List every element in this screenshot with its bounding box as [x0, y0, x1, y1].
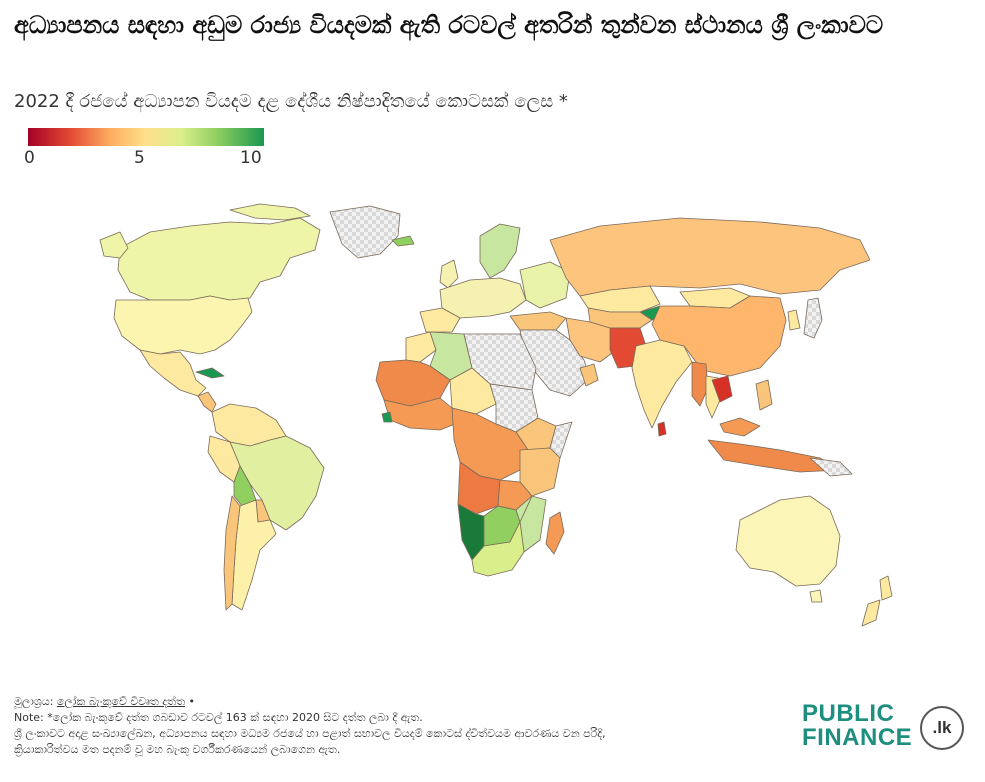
color-legend: 0 5 10 [14, 124, 274, 176]
logo-badge-icon: .lk [920, 706, 964, 750]
region-iberia [419, 307, 461, 333]
world-map [80, 200, 920, 640]
region-uk [439, 259, 459, 289]
note-line-2: ශ්‍රී ලංකාවට අදාළ සංඛ්‍යාලේඛන, අධ්‍යාපනය… [14, 727, 606, 740]
source-label: මූලාශ්‍රය: [14, 695, 54, 708]
region-scandinavia [479, 223, 521, 279]
region-china [651, 295, 787, 377]
region-south-africa [471, 521, 525, 577]
region-malaysia [719, 417, 761, 437]
region-west-africa-sahel [375, 359, 451, 407]
region-madagascar [545, 511, 565, 555]
region-usa [113, 295, 253, 355]
logo-line-1: PUBLIC [802, 700, 895, 727]
region-western-europe [439, 277, 527, 319]
footer-notes: මූලාශ්‍රය: ලෝක බැංකුවේ විවෘත දත්ත • Note… [14, 694, 784, 758]
region-india [631, 339, 693, 429]
region-australia [735, 495, 841, 587]
region-turkey [509, 311, 567, 331]
logo-wordmark: PUBLIC FINANCE [802, 702, 912, 750]
publicfinance-logo: PUBLIC FINANCE .lk [802, 702, 972, 762]
region-cuba [195, 367, 225, 379]
region-tasmania [809, 589, 823, 603]
region-sri-lanka [657, 421, 667, 437]
logo-line-2: FINANCE [802, 724, 913, 751]
region-chile [223, 495, 241, 611]
region-brazil [229, 435, 325, 531]
region-alaska [99, 231, 129, 259]
region-oman [579, 363, 599, 387]
region-zimbabwe [515, 495, 533, 523]
region-new-zealand-south [861, 599, 881, 627]
region-papua [809, 457, 853, 477]
region-iceland [391, 235, 415, 247]
region-iran [565, 317, 617, 363]
region-central-america [197, 391, 217, 413]
chart-subtitle: 2022 දී රජයේ අධ්‍යාපන වියදම දළ දේශීය නිෂ… [14, 91, 568, 112]
world-map-svg [99, 203, 893, 627]
source-suffix: • [188, 695, 196, 708]
region-korea [787, 309, 801, 331]
region-canada-arctic [229, 203, 311, 221]
note-line-1: Note: *ලෝක බැංකුවේ දත්ත ගබඩාව රටවල් 163 … [14, 711, 423, 724]
region-gulf-of-guinea [383, 397, 461, 431]
chart-title: අධ්‍යාපනය සඳහා අඩුම රාජ්‍ය වියදමක් ඇති ර… [14, 11, 884, 39]
region-morocco [405, 331, 437, 363]
region-cambodia [711, 375, 733, 403]
region-guinea-green [381, 411, 393, 423]
region-mexico [139, 349, 207, 397]
region-greenland [329, 205, 401, 259]
region-new-zealand-north [879, 575, 893, 601]
legend-tick-max: 10 [240, 148, 262, 168]
region-eastern-europe [519, 261, 571, 309]
legend-tick-mid: 5 [134, 148, 145, 168]
note-line-3: ක්‍රියාකාරිත්වය මත පදනම් වූ මහ බැංකු වර්… [14, 743, 341, 756]
region-japan [803, 297, 823, 339]
source-link[interactable]: ලෝක බැංකුවේ විවෘත දත්ත [56, 695, 186, 708]
legend-tick-min: 0 [24, 148, 35, 168]
region-myanmar [691, 361, 709, 407]
region-philippines [755, 379, 773, 411]
legend-gradient-bar [28, 128, 264, 146]
source-line: මූලාශ්‍රය: ලෝක බැංකුවේ විවෘත දත්ත • [14, 694, 784, 710]
region-russia [549, 217, 871, 297]
region-canada [117, 217, 321, 301]
